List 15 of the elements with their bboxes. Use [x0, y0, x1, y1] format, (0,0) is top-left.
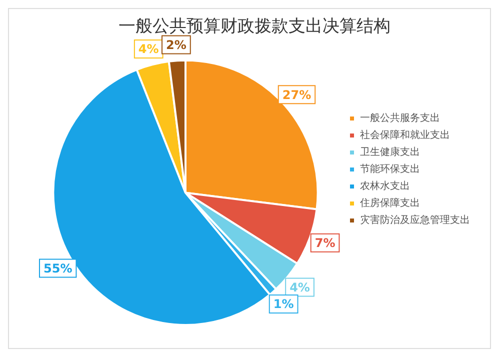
data-label: 4%	[290, 280, 310, 294]
legend-label: 农林水支出	[360, 180, 410, 192]
legend-label: 住房保障支出	[360, 197, 420, 210]
data-label: 55%	[43, 261, 72, 276]
data-label: 27%	[282, 88, 312, 102]
legend-label: 节能环保支出	[360, 163, 420, 176]
legend-label: 卫生健康支出	[360, 146, 420, 158]
data-label: 2%	[166, 38, 186, 52]
data-label: 7%	[314, 236, 336, 250]
legend-label: 一般公共服务支出	[360, 112, 440, 124]
chart-title: 一般公共预算财政拨款支出决算结构	[118, 16, 390, 37]
data-label: 4%	[138, 42, 159, 56]
data-label: 1%	[273, 297, 294, 312]
legend-label: 社会保障和就业支出	[360, 129, 450, 142]
legend-label: 灾害防治及应急管理支出	[360, 214, 470, 226]
